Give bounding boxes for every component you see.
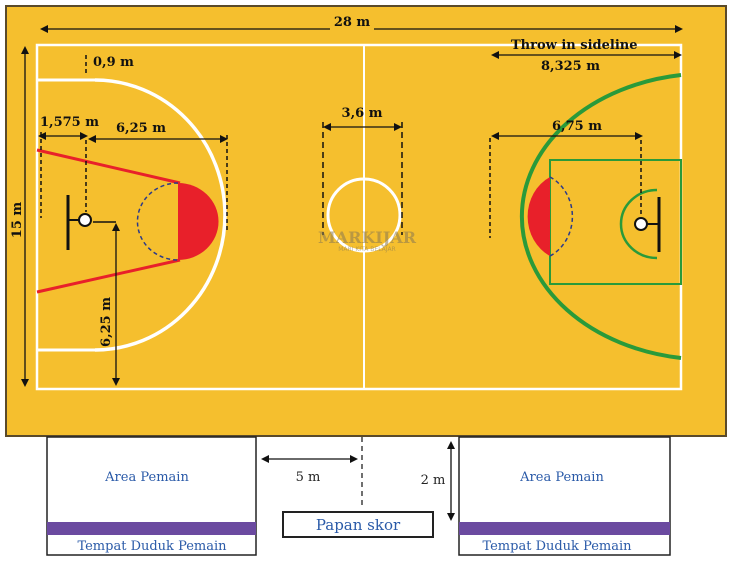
left-seat-bar (47, 522, 256, 535)
dim-three-vertical-label: 6,25 m (99, 297, 114, 347)
left-key-red (178, 183, 219, 260)
watermark-title: MARKIJAR (318, 228, 417, 247)
dim-bench-gap-label: 5 m (296, 470, 321, 485)
left-hoop (78, 213, 92, 227)
scoreboard-label: Papan skor (316, 516, 401, 534)
left-key-line-bottom (36, 258, 181, 294)
dim-backboard-label: 1,575 m (40, 115, 99, 130)
dim-three-left-label: 6,25 m (116, 121, 166, 136)
right-seat-bar (459, 522, 670, 535)
left-seat-label: Tempat Duduk Pemain (77, 539, 227, 554)
left-key-line-top (36, 148, 181, 185)
left-three-point-arc (94, 78, 227, 352)
right-hoop (634, 217, 648, 231)
scoreboard-box (282, 511, 434, 538)
left-key-dashed (136, 182, 179, 261)
center-circle (326, 177, 402, 253)
dim-bench-depth-label: 2 m (421, 473, 446, 488)
right-seat-label: Tempat Duduk Pemain (482, 539, 632, 554)
left-player-area-label: Area Pemain (104, 470, 189, 485)
right-key-red (527, 177, 550, 256)
dim-center-label: 3,6 m (342, 106, 383, 121)
dim-corner-label: 0,9 m (93, 55, 134, 70)
dim-length-label: 28 m (334, 15, 371, 30)
court-surface (5, 5, 727, 437)
left-player-area (46, 436, 257, 556)
right-player-area-label: Area Pemain (519, 470, 604, 485)
dim-throw-in-dist: 8,325 m (541, 59, 600, 74)
watermark-subtitle: MARI KITA BELAJAR (338, 246, 395, 253)
right-restricted-arc (619, 188, 658, 260)
dim-three-right-label: 6,75 m (552, 119, 602, 134)
dim-throw-in-label: Throw in sideline (511, 38, 638, 53)
right-three-point-arc (519, 73, 682, 360)
dim-width-label: 15 m (10, 202, 25, 239)
right-player-area (458, 436, 671, 556)
